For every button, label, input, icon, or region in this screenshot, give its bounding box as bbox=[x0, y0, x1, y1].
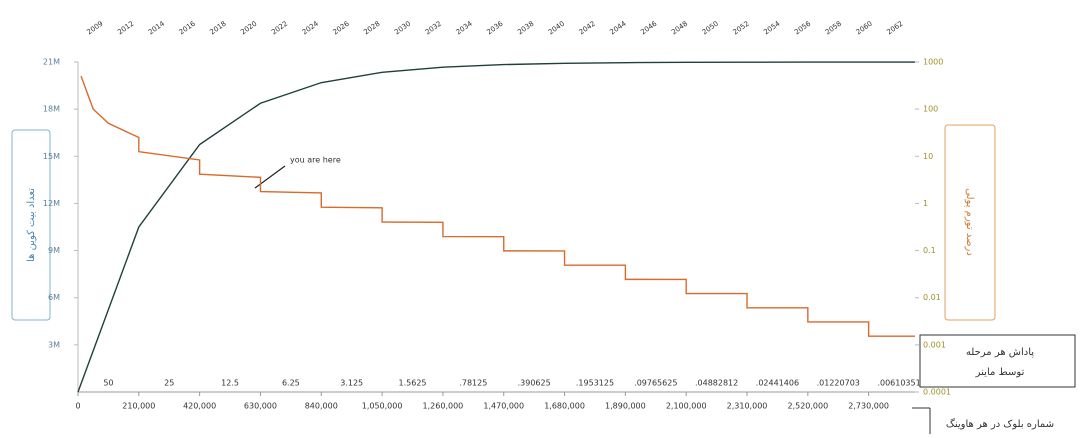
reward-label: .00610351 bbox=[877, 379, 920, 388]
year-label: 2048 bbox=[670, 20, 689, 37]
year-label: 2032 bbox=[424, 20, 443, 37]
year-label: 2030 bbox=[393, 20, 412, 37]
y-tick-label: 6M bbox=[48, 293, 60, 302]
year-label: 2009 bbox=[85, 20, 104, 37]
y-tick-label: 9M bbox=[48, 246, 60, 255]
data-line bbox=[77, 61, 916, 393]
year-label: 2026 bbox=[332, 19, 352, 36]
x-tick-label: 840,000 bbox=[305, 402, 338, 411]
x-tick-label: 1,260,000 bbox=[423, 402, 464, 411]
reward-label: 25 bbox=[164, 379, 174, 388]
year-label: 2060 bbox=[855, 20, 874, 37]
x-tick-label: 2,730,000 bbox=[848, 402, 889, 411]
x-tick-label: 1,470,000 bbox=[483, 402, 524, 411]
x-tick-label: 1,050,000 bbox=[362, 402, 403, 411]
year-label: 2056 bbox=[793, 19, 813, 36]
reward-label: .1953125 bbox=[576, 379, 614, 388]
reward-label: 12.5 bbox=[221, 379, 239, 388]
y2-tick-label: 0.0001 bbox=[923, 388, 951, 397]
right-title-box bbox=[944, 124, 996, 321]
reward-title: توسط ماینر bbox=[975, 367, 1025, 378]
y2-tick-label: 0.001 bbox=[923, 340, 946, 349]
year-label: 2052 bbox=[732, 20, 751, 37]
y-tick-label: 18M bbox=[43, 105, 60, 114]
left-axis-title: تعداد بیت کوین ها bbox=[26, 188, 37, 262]
reward-label: .09765625 bbox=[634, 379, 677, 388]
reward-label: .01220703 bbox=[817, 379, 860, 388]
reward-label: .78125 bbox=[459, 379, 487, 388]
year-label: 2054 bbox=[762, 19, 782, 36]
x-tick-label: 630,000 bbox=[244, 402, 277, 411]
year-label: 2062 bbox=[885, 20, 904, 37]
year-label: 2040 bbox=[547, 20, 566, 37]
year-label: 2038 bbox=[516, 20, 535, 37]
year-label: 2034 bbox=[455, 19, 475, 36]
x-tick-label: 420,000 bbox=[183, 402, 216, 411]
reward-label: .02441406 bbox=[756, 379, 799, 388]
x-tick-label: 2,100,000 bbox=[666, 402, 707, 411]
y2-tick-label: 100 bbox=[923, 105, 938, 114]
right-axis-title: درصد تورم پولی bbox=[964, 188, 975, 256]
reward-label: 50 bbox=[103, 379, 113, 388]
year-label: 2036 bbox=[485, 19, 505, 36]
reward-label: 6.25 bbox=[282, 379, 300, 388]
year-label: 2042 bbox=[578, 20, 597, 37]
reward-label: 3.125 bbox=[340, 379, 363, 388]
reward-label: .04882812 bbox=[695, 379, 738, 388]
y-tick-label: 12M bbox=[43, 199, 60, 208]
x-tick-label: 210,000 bbox=[122, 402, 155, 411]
x-tick-label: 0 bbox=[75, 402, 80, 411]
y2-tick-label: 0.1 bbox=[923, 246, 936, 255]
year-label: 2058 bbox=[824, 20, 843, 37]
year-label: 2016 bbox=[178, 19, 198, 36]
year-label: 2022 bbox=[270, 20, 289, 37]
reward-title-box bbox=[919, 334, 1076, 388]
year-label: 2020 bbox=[239, 20, 258, 37]
x-tick-label: 2,310,000 bbox=[727, 402, 768, 411]
year-label: 2014 bbox=[147, 19, 167, 36]
year-label: 2044 bbox=[608, 19, 628, 36]
year-label: 2018 bbox=[208, 20, 227, 37]
y-tick-label: 3M bbox=[48, 340, 60, 349]
year-label: 2012 bbox=[116, 20, 135, 37]
y-tick-label: 21M bbox=[43, 58, 60, 67]
year-label: 2046 bbox=[639, 19, 659, 36]
reward-label: .390625 bbox=[518, 379, 551, 388]
x-tick-label: 1,890,000 bbox=[605, 402, 646, 411]
left-title-box bbox=[11, 129, 51, 321]
annotation: you are here bbox=[290, 156, 341, 165]
reward-label: 1.5625 bbox=[399, 379, 427, 388]
x-tick-label: 1,680,000 bbox=[544, 402, 585, 411]
y-tick-label: 15M bbox=[43, 152, 60, 161]
y2-tick-label: 0.01 bbox=[923, 293, 941, 302]
year-label: 2050 bbox=[701, 20, 720, 37]
x-tick-label: 2,520,000 bbox=[787, 402, 828, 411]
data-line bbox=[80, 75, 915, 337]
year-label: 2028 bbox=[362, 20, 381, 37]
reward-title: پاداش هر مرحله bbox=[966, 347, 1034, 358]
y2-tick-label: 10 bbox=[923, 152, 933, 161]
year-label: 2024 bbox=[301, 19, 321, 36]
y2-tick-label: 1 bbox=[923, 199, 928, 208]
y2-tick-label: 1000 bbox=[923, 58, 943, 67]
block-title: شماره بلوک در هر هاوینگ bbox=[946, 418, 1054, 430]
